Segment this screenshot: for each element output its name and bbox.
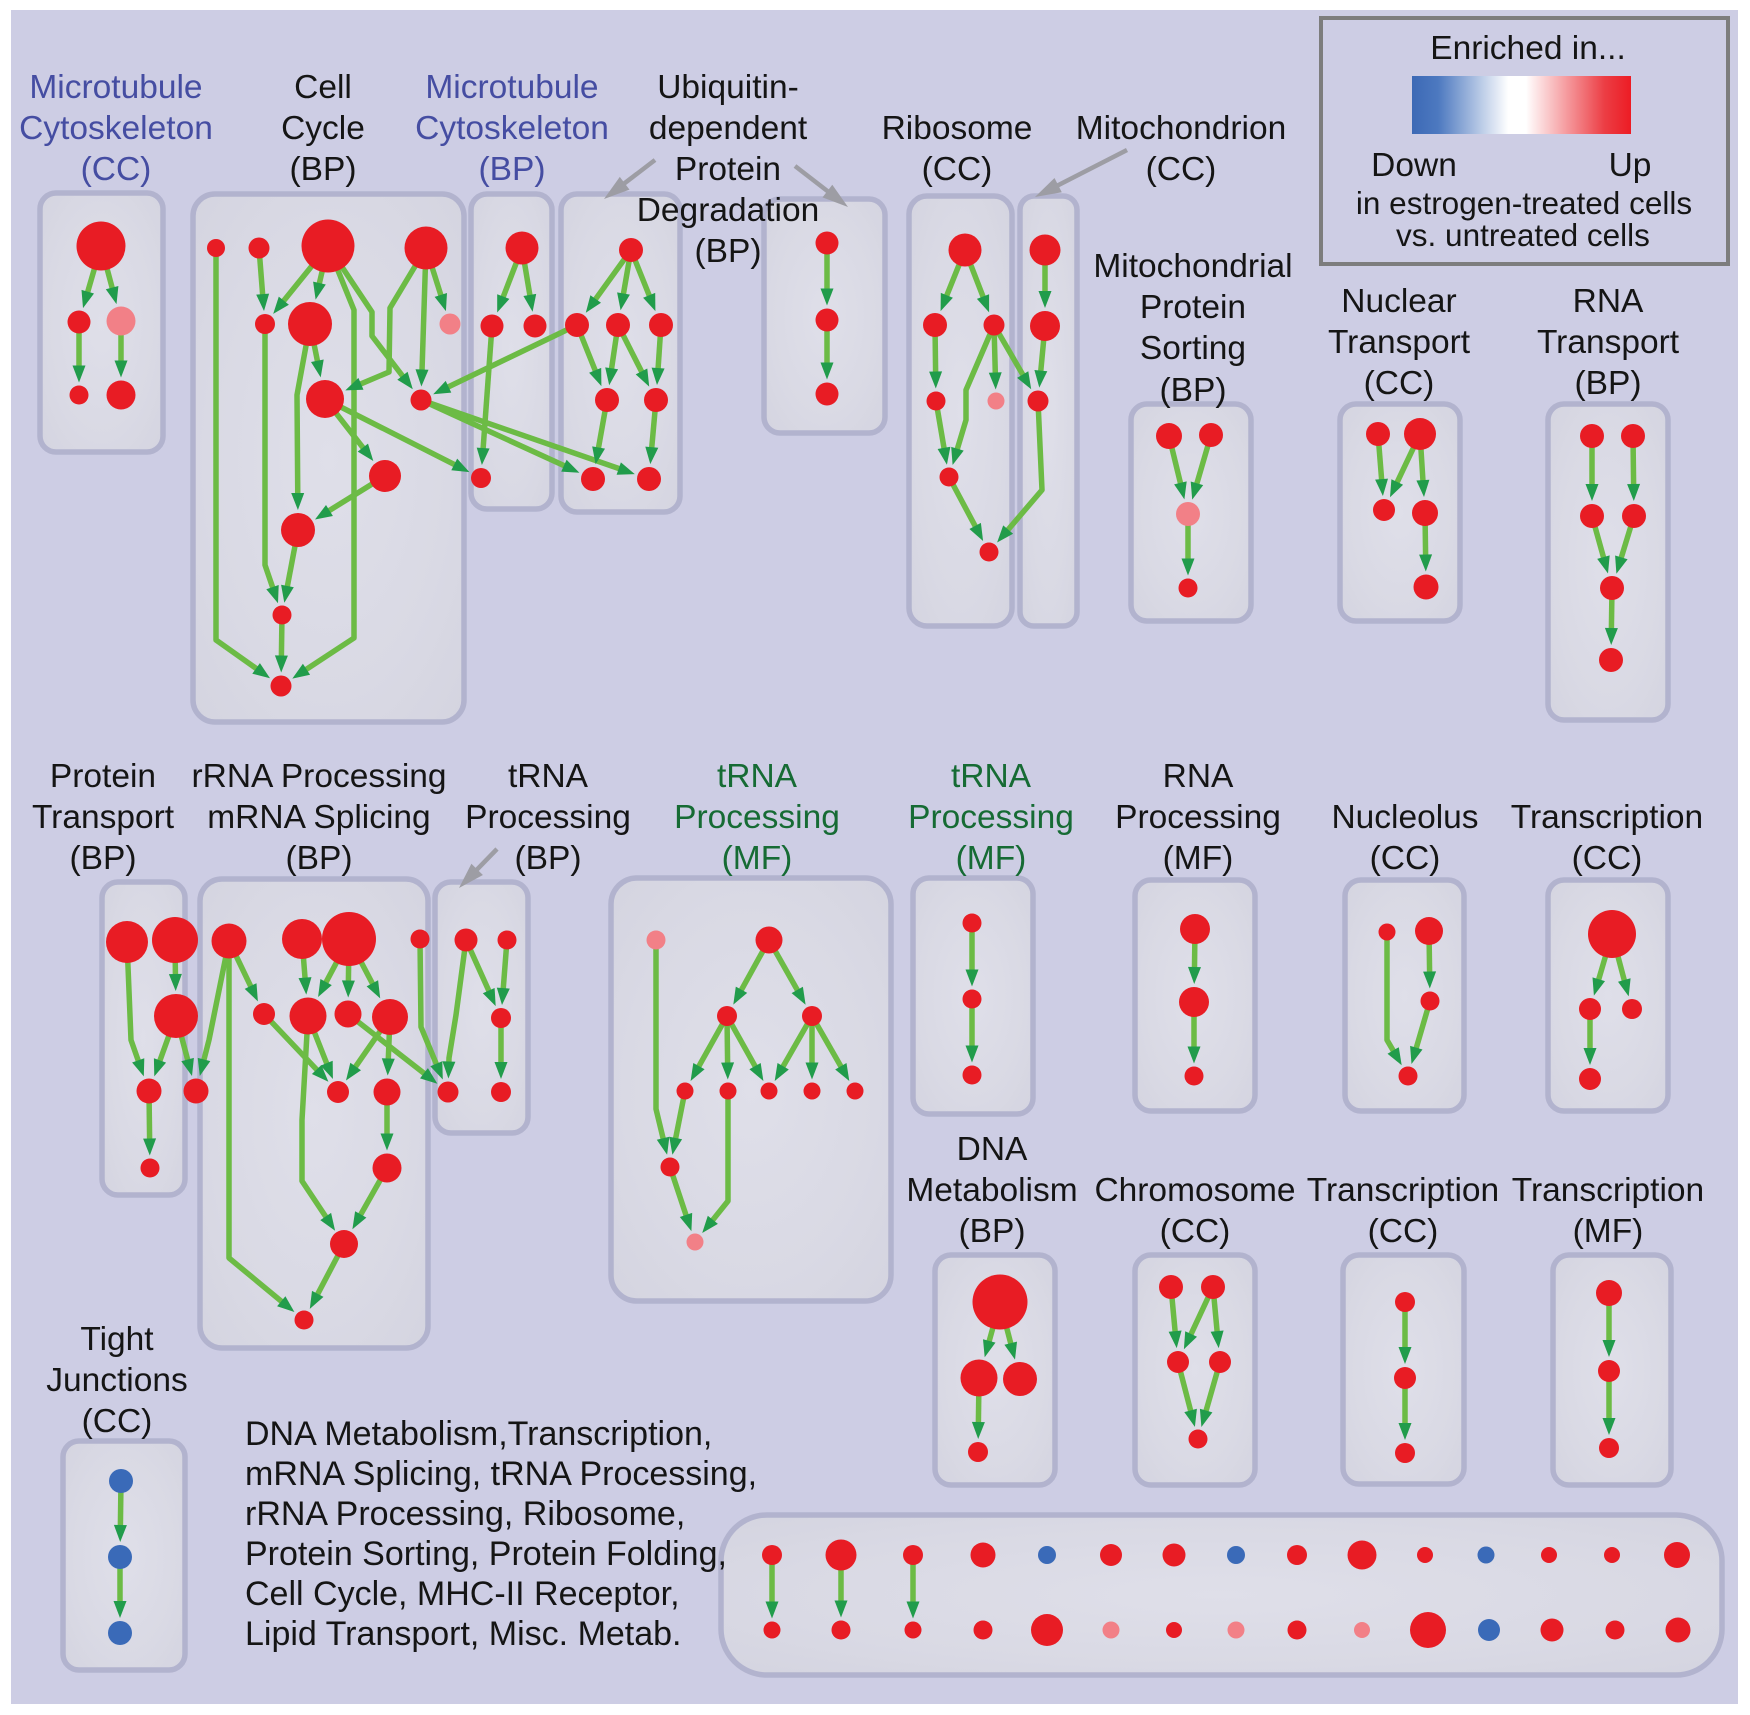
svg-text:Nuclear: Nuclear <box>1341 283 1456 320</box>
svg-text:(MF): (MF) <box>1163 840 1234 877</box>
svg-text:Ubiquitin-: Ubiquitin- <box>657 69 799 106</box>
svg-text:Cell: Cell <box>294 69 352 106</box>
svg-text:Microtubule: Microtubule <box>425 69 598 106</box>
svg-text:Protein: Protein <box>1140 289 1246 326</box>
svg-text:Cycle: Cycle <box>281 110 365 147</box>
svg-text:Transport: Transport <box>1328 324 1471 361</box>
svg-text:Sorting: Sorting <box>1140 330 1246 367</box>
svg-text:Transcription: Transcription <box>1512 1172 1704 1209</box>
svg-text:RNA: RNA <box>1573 283 1644 320</box>
svg-text:(BP): (BP) <box>286 840 353 877</box>
svg-text:mRNA Splicing: mRNA Splicing <box>207 799 430 836</box>
svg-text:Transport: Transport <box>32 799 175 836</box>
svg-text:Cytoskeleton: Cytoskeleton <box>19 110 213 147</box>
svg-text:(CC): (CC) <box>81 151 152 188</box>
svg-text:(CC): (CC) <box>922 151 993 188</box>
svg-text:(BP): (BP) <box>290 151 357 188</box>
svg-text:tRNA: tRNA <box>951 758 1032 795</box>
svg-text:Processing: Processing <box>908 799 1074 836</box>
svg-text:(CC): (CC) <box>1160 1213 1231 1250</box>
svg-text:tRNA: tRNA <box>508 758 589 795</box>
svg-text:(BP): (BP) <box>479 151 546 188</box>
svg-text:tRNA: tRNA <box>717 758 798 795</box>
svg-text:Mitochondrial: Mitochondrial <box>1093 248 1292 285</box>
svg-text:Processing: Processing <box>1115 799 1281 836</box>
svg-text:Processing: Processing <box>465 799 631 836</box>
svg-text:in estrogen-treated cells: in estrogen-treated cells <box>1356 185 1692 221</box>
svg-text:Transcription: Transcription <box>1307 1172 1499 1209</box>
svg-text:dependent: dependent <box>649 110 808 147</box>
svg-text:Processing: Processing <box>674 799 840 836</box>
svg-text:Enriched in...: Enriched in... <box>1430 30 1626 67</box>
svg-text:DNA Metabolism,Transcription,: DNA Metabolism,Transcription, <box>245 1415 712 1453</box>
svg-text:(MF): (MF) <box>956 840 1027 877</box>
svg-text:Ribosome: Ribosome <box>882 110 1033 147</box>
svg-text:Microtubule: Microtubule <box>29 69 202 106</box>
svg-text:(BP): (BP) <box>515 840 582 877</box>
svg-text:rRNA Processing, Ribosome,: rRNA Processing, Ribosome, <box>245 1495 685 1533</box>
svg-text:(BP): (BP) <box>1160 372 1227 409</box>
svg-text:Metabolism: Metabolism <box>906 1172 1077 1209</box>
svg-text:vs. untreated cells: vs. untreated cells <box>1396 217 1650 253</box>
svg-text:(MF): (MF) <box>722 840 793 877</box>
svg-text:RNA: RNA <box>1163 758 1234 795</box>
svg-text:rRNA Processing: rRNA Processing <box>191 758 446 795</box>
svg-text:Tight: Tight <box>80 1321 154 1358</box>
svg-text:(BP): (BP) <box>70 840 137 877</box>
svg-text:Nucleolus: Nucleolus <box>1331 799 1478 836</box>
svg-text:(CC): (CC) <box>1572 840 1643 877</box>
svg-text:(CC): (CC) <box>82 1403 153 1440</box>
svg-text:Down: Down <box>1371 147 1457 184</box>
svg-text:(BP): (BP) <box>959 1213 1026 1250</box>
svg-text:(MF): (MF) <box>1573 1213 1644 1250</box>
svg-text:Protein: Protein <box>50 758 156 795</box>
svg-text:(BP): (BP) <box>695 233 762 270</box>
svg-text:Junctions: Junctions <box>46 1362 188 1399</box>
svg-text:mRNA Splicing, tRNA Processing: mRNA Splicing, tRNA Processing, <box>245 1455 757 1493</box>
svg-text:(BP): (BP) <box>1575 365 1642 402</box>
svg-text:Mitochondrion: Mitochondrion <box>1076 110 1286 147</box>
svg-text:Lipid Transport, Misc. Metab.: Lipid Transport, Misc. Metab. <box>245 1615 682 1653</box>
svg-text:(CC): (CC) <box>1364 365 1435 402</box>
svg-text:(CC): (CC) <box>1368 1213 1439 1250</box>
svg-text:Degradation: Degradation <box>637 192 820 229</box>
svg-text:Chromosome: Chromosome <box>1094 1172 1295 1209</box>
svg-text:Cytoskeleton: Cytoskeleton <box>415 110 609 147</box>
svg-text:(CC): (CC) <box>1146 151 1217 188</box>
svg-text:Transport: Transport <box>1537 324 1680 361</box>
svg-text:DNA: DNA <box>957 1131 1028 1168</box>
svg-text:Transcription: Transcription <box>1511 799 1703 836</box>
svg-text:(CC): (CC) <box>1370 840 1441 877</box>
svg-text:Cell Cycle, MHC-II Receptor,: Cell Cycle, MHC-II Receptor, <box>245 1575 680 1613</box>
svg-text:Protein Sorting, Protein Foldi: Protein Sorting, Protein Folding, <box>245 1535 727 1573</box>
svg-text:Up: Up <box>1609 147 1652 184</box>
svg-text:Protein: Protein <box>675 151 781 188</box>
